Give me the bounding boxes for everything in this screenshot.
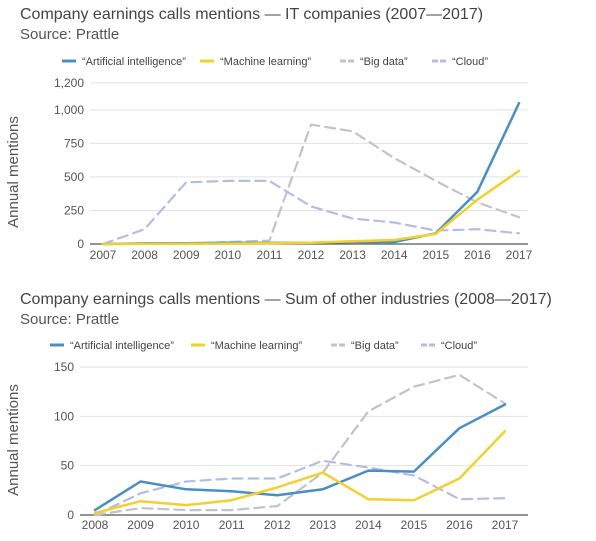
series-line [101,123,521,246]
series-line [93,373,507,517]
y-tick-label: 250 [64,203,84,217]
series-line [101,169,521,246]
x-tick-label: 2017 [492,518,519,532]
series-line [93,403,507,512]
x-tick-label: 2014 [355,518,382,532]
x-tick-label: 2013 [339,248,366,262]
series-line [101,179,521,246]
chart-panel-it: Company earnings calls mentions — IT com… [0,0,596,270]
chart-title: Company earnings calls mentions — Sum of… [20,291,552,308]
x-tick-label: 2012 [298,248,325,262]
legend-label: “Artificial intelligence” [70,340,174,352]
chart-subtitle: Source: Prattle [20,311,120,328]
legend-label: “Machine learning” [220,56,311,68]
y-tick-label: 150 [54,360,74,374]
x-tick-label: 2013 [309,518,336,532]
x-tick-label: 2007 [90,248,117,262]
legend-label: “Cloud” [441,340,477,352]
y-axis-label: Annual mentions [5,116,22,228]
x-tick-label: 2014 [381,248,408,262]
chart-title: Company earnings calls mentions — IT com… [20,6,484,23]
series-line [93,459,507,517]
legend-label: “Artificial intelligence” [82,56,186,68]
x-tick-label: 2009 [173,248,200,262]
legend-label: “Big data” [351,340,399,352]
y-tick-label: 100 [54,409,74,423]
legend-label: “Cloud” [452,56,488,68]
y-tick-label: 50 [61,459,75,473]
x-tick-label: 2010 [173,518,200,532]
x-tick-label: 2012 [264,518,291,532]
x-tick-label: 2008 [131,248,158,262]
x-tick-label: 2015 [401,518,428,532]
x-tick-label: 2016 [446,518,473,532]
x-tick-label: 2017 [506,248,533,262]
x-tick-label: 2010 [214,248,241,262]
y-tick-label: 1,000 [54,103,84,117]
line-chart-other: 0 50 100 150 2008 2009 2010 2011 2012 2013 2014 201… [5,340,528,532]
legend-label: “Big data” [360,56,408,68]
y-tick-label: 0 [77,237,84,251]
y-tick-label: 750 [64,136,84,150]
y-tick-label: 1,200 [54,76,84,90]
x-tick-label: 2009 [127,518,154,532]
legend-label: “Machine learning” [211,340,302,352]
line-chart-it: 0 250 500 750 1,000 1,200 2007 2008 2009 2010 2011… [5,56,533,262]
chart-subtitle: Source: Prattle [20,26,120,43]
x-tick-label: 2011 [256,248,282,262]
chart-panel-other: Company earnings calls mentions — Sum of… [0,272,596,541]
y-tick-label: 0 [67,508,74,522]
x-tick-label: 2011 [219,518,245,532]
y-tick-label: 500 [64,170,84,184]
series-line [93,429,507,515]
x-tick-label: 2016 [464,248,491,262]
x-tick-label: 2015 [422,248,449,262]
y-axis-label: Annual mentions [5,384,22,496]
x-tick-label: 2008 [82,518,109,532]
